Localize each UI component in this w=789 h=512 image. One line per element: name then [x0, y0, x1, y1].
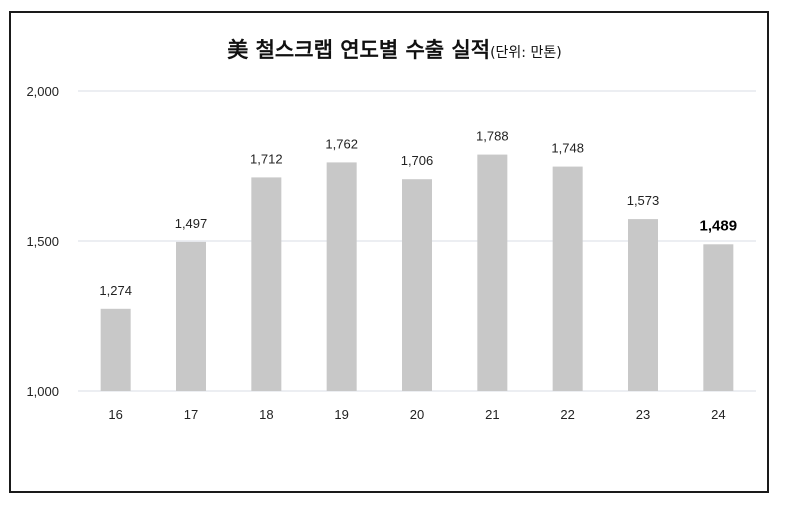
y-tick-label: 1,500	[26, 234, 59, 249]
x-tick-label: 22	[560, 407, 574, 422]
bar	[552, 166, 583, 391]
x-tick-label: 17	[184, 407, 198, 422]
y-tick-label: 1,000	[26, 384, 59, 399]
data-label: 1,489	[700, 217, 738, 234]
data-label: 1,497	[175, 216, 208, 231]
chart-title: 美 철스크랩 연도별 수출 실적(단위: 만톤)	[0, 34, 789, 64]
bar	[628, 219, 658, 391]
y-tick-label: 2,000	[26, 84, 59, 99]
x-tick-label: 23	[636, 407, 650, 422]
bar	[251, 177, 282, 391]
x-tick-label: 24	[711, 407, 725, 422]
x-tick-label: 18	[259, 407, 273, 422]
x-tick-label: 21	[485, 407, 499, 422]
data-label: 1,748	[551, 141, 584, 156]
data-label: 1,712	[250, 151, 283, 166]
bar	[477, 154, 508, 391]
bar	[176, 241, 206, 391]
data-label: 1,788	[476, 129, 509, 144]
x-tick-label: 20	[410, 407, 424, 422]
bar	[703, 244, 734, 391]
data-label: 1,762	[325, 136, 358, 151]
bar	[100, 308, 131, 391]
bar	[402, 179, 432, 391]
data-label: 1,274	[99, 283, 132, 298]
chart-title-main: 美 철스크랩 연도별 수출 실적	[227, 38, 491, 62]
data-label: 1,706	[401, 153, 434, 168]
x-tick-label: 16	[108, 407, 122, 422]
bar	[326, 162, 357, 391]
x-tick-label: 19	[334, 407, 348, 422]
data-label: 1,573	[627, 193, 660, 208]
chart-unit-label: (단위: 만톤)	[490, 45, 562, 61]
